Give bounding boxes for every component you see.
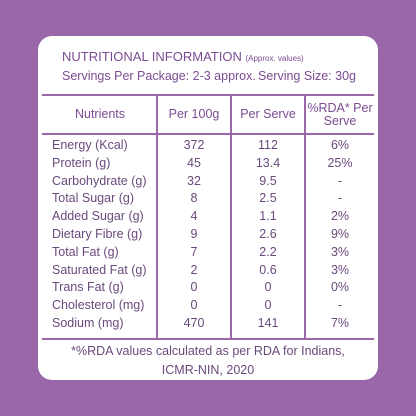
column-divider <box>230 95 232 340</box>
nutrient-value: 141 <box>257 316 279 330</box>
nutrient-value: 6% <box>330 138 350 152</box>
title-line: NUTRITIONAL INFORMATION (Approx. values) <box>62 49 304 64</box>
column-header: %RDA* Per Serve <box>307 100 373 128</box>
nutrient-value: 7% <box>330 316 350 330</box>
nutrient-value: 9.5 <box>259 173 277 188</box>
nutrient-value: 0.6 <box>259 262 277 277</box>
nutrient-name: Added Sugar (g) <box>52 209 144 224</box>
nutrient-name: Cholesterol (mg) <box>52 298 145 313</box>
nutrient-value: 0 <box>190 280 198 295</box>
nutrient-value: 2.2 <box>259 244 277 259</box>
nutrient-name: Energy (Kcal) <box>52 138 128 152</box>
nutrient-value: 2 <box>190 262 198 277</box>
nutrient-value: 2.6 <box>259 227 277 241</box>
nutrient-value: 0% <box>330 280 350 295</box>
nutrient-name: Sodium (mg) <box>52 316 124 330</box>
nutrient-value: 372 <box>183 138 205 152</box>
column-header: Per Serve <box>240 107 296 121</box>
nutrient-value: 25% <box>327 155 353 170</box>
nutrient-value: - <box>337 173 343 188</box>
nutrient-value: 45 <box>187 155 201 170</box>
nutrient-name: Dietary Fibre (g) <box>52 227 143 241</box>
table-bottom-border <box>42 338 374 340</box>
nutrient-value: 1.1 <box>259 209 277 224</box>
footnote: *%RDA values calculated as per RDA for I… <box>0 342 416 380</box>
column-header: Per 100g <box>168 107 220 121</box>
nutrient-name: Saturated Fat (g) <box>52 262 147 277</box>
nutrient-value: 9 <box>190 227 198 241</box>
footnote-line: ICMR-NIN, 2020 <box>161 363 255 377</box>
nutrient-value: 9% <box>330 227 350 241</box>
nutrient-value: - <box>337 191 343 206</box>
footnote-line: *%RDA values calculated as per RDA for I… <box>71 344 345 358</box>
column-divider <box>156 95 158 340</box>
card <box>38 36 378 380</box>
nutrient-value: 3% <box>330 244 350 259</box>
header-divider <box>42 133 374 135</box>
servings-per-package: Servings Per Package: 2-3 approx. <box>62 69 256 83</box>
nutrient-value: 0 <box>264 280 272 295</box>
nutrient-value: 112 <box>258 138 278 152</box>
nutrient-value: 470 <box>183 316 205 330</box>
nutrient-value: 4 <box>190 209 198 224</box>
nutrient-value: 8 <box>190 191 198 206</box>
column-divider <box>304 95 306 340</box>
nutrient-name: Total Fat (g) <box>52 244 119 259</box>
nutrient-value: 2% <box>330 209 350 224</box>
nutrient-value: 2.5 <box>259 191 277 206</box>
nutrient-value: - <box>337 298 343 313</box>
nutrient-value: 7 <box>190 244 198 259</box>
nutrient-value: 32 <box>187 173 201 188</box>
nutrient-name: Protein (g) <box>52 155 111 170</box>
serving-size: Serving Size: 30g <box>258 69 356 83</box>
title-note: (Approx. values) <box>245 54 304 63</box>
table-top-border <box>42 94 374 96</box>
nutrient-name: Carbohydrate (g) <box>52 173 147 188</box>
nutrient-name: Trans Fat (g) <box>52 280 124 295</box>
nutrient-value: 3% <box>330 262 350 277</box>
column-header: Nutrients <box>74 107 126 121</box>
title: NUTRITIONAL INFORMATION <box>62 49 242 64</box>
nutrient-value: 13.4 <box>255 155 281 170</box>
nutrient-name: Total Sugar (g) <box>52 191 134 206</box>
nutrient-value: 0 <box>190 298 198 313</box>
nutrient-value: 0 <box>264 298 272 313</box>
